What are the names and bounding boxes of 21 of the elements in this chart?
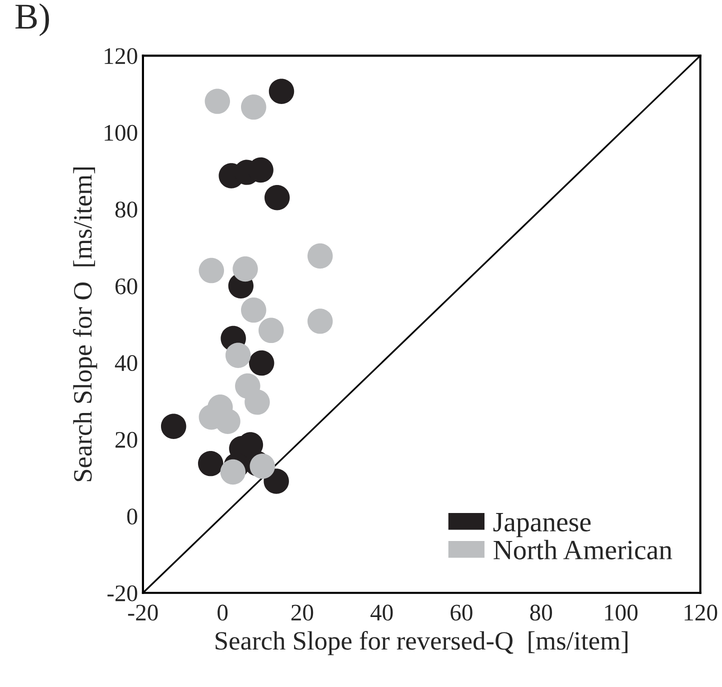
text: B) — [15, 3, 49, 36]
y-tick-label: 120 — [104, 48, 138, 64]
legend-label: Japanese — [493, 513, 591, 538]
y-tick-label: 0 — [127, 508, 138, 525]
x-tick-label: 120 — [684, 604, 718, 621]
y-tick-label: 60 — [116, 278, 138, 294]
x-tick-label: 80 — [530, 604, 552, 621]
x-tick-label: 0 — [218, 604, 228, 621]
x-tick-label: -20 — [128, 604, 158, 621]
y-tick-label: 80 — [115, 202, 138, 218]
x-tick-label: 40 — [370, 604, 393, 621]
y-tick-label: 100 — [104, 124, 138, 141]
y-tick-label: 40 — [114, 355, 138, 372]
x-tick-label: 60 — [450, 604, 472, 621]
y-axis-title: Search Slope for O [ms/item] — [72, 168, 98, 482]
y-tick-label: 20 — [116, 432, 138, 448]
x-axis-title: Search Slope for reversed-Q [ms/item] — [216, 630, 628, 656]
x-tick-label: 100 — [605, 604, 638, 621]
y-tick-label: -20 — [108, 585, 138, 602]
legend-label: North American — [494, 540, 672, 560]
x-tick-label: 20 — [291, 604, 314, 621]
